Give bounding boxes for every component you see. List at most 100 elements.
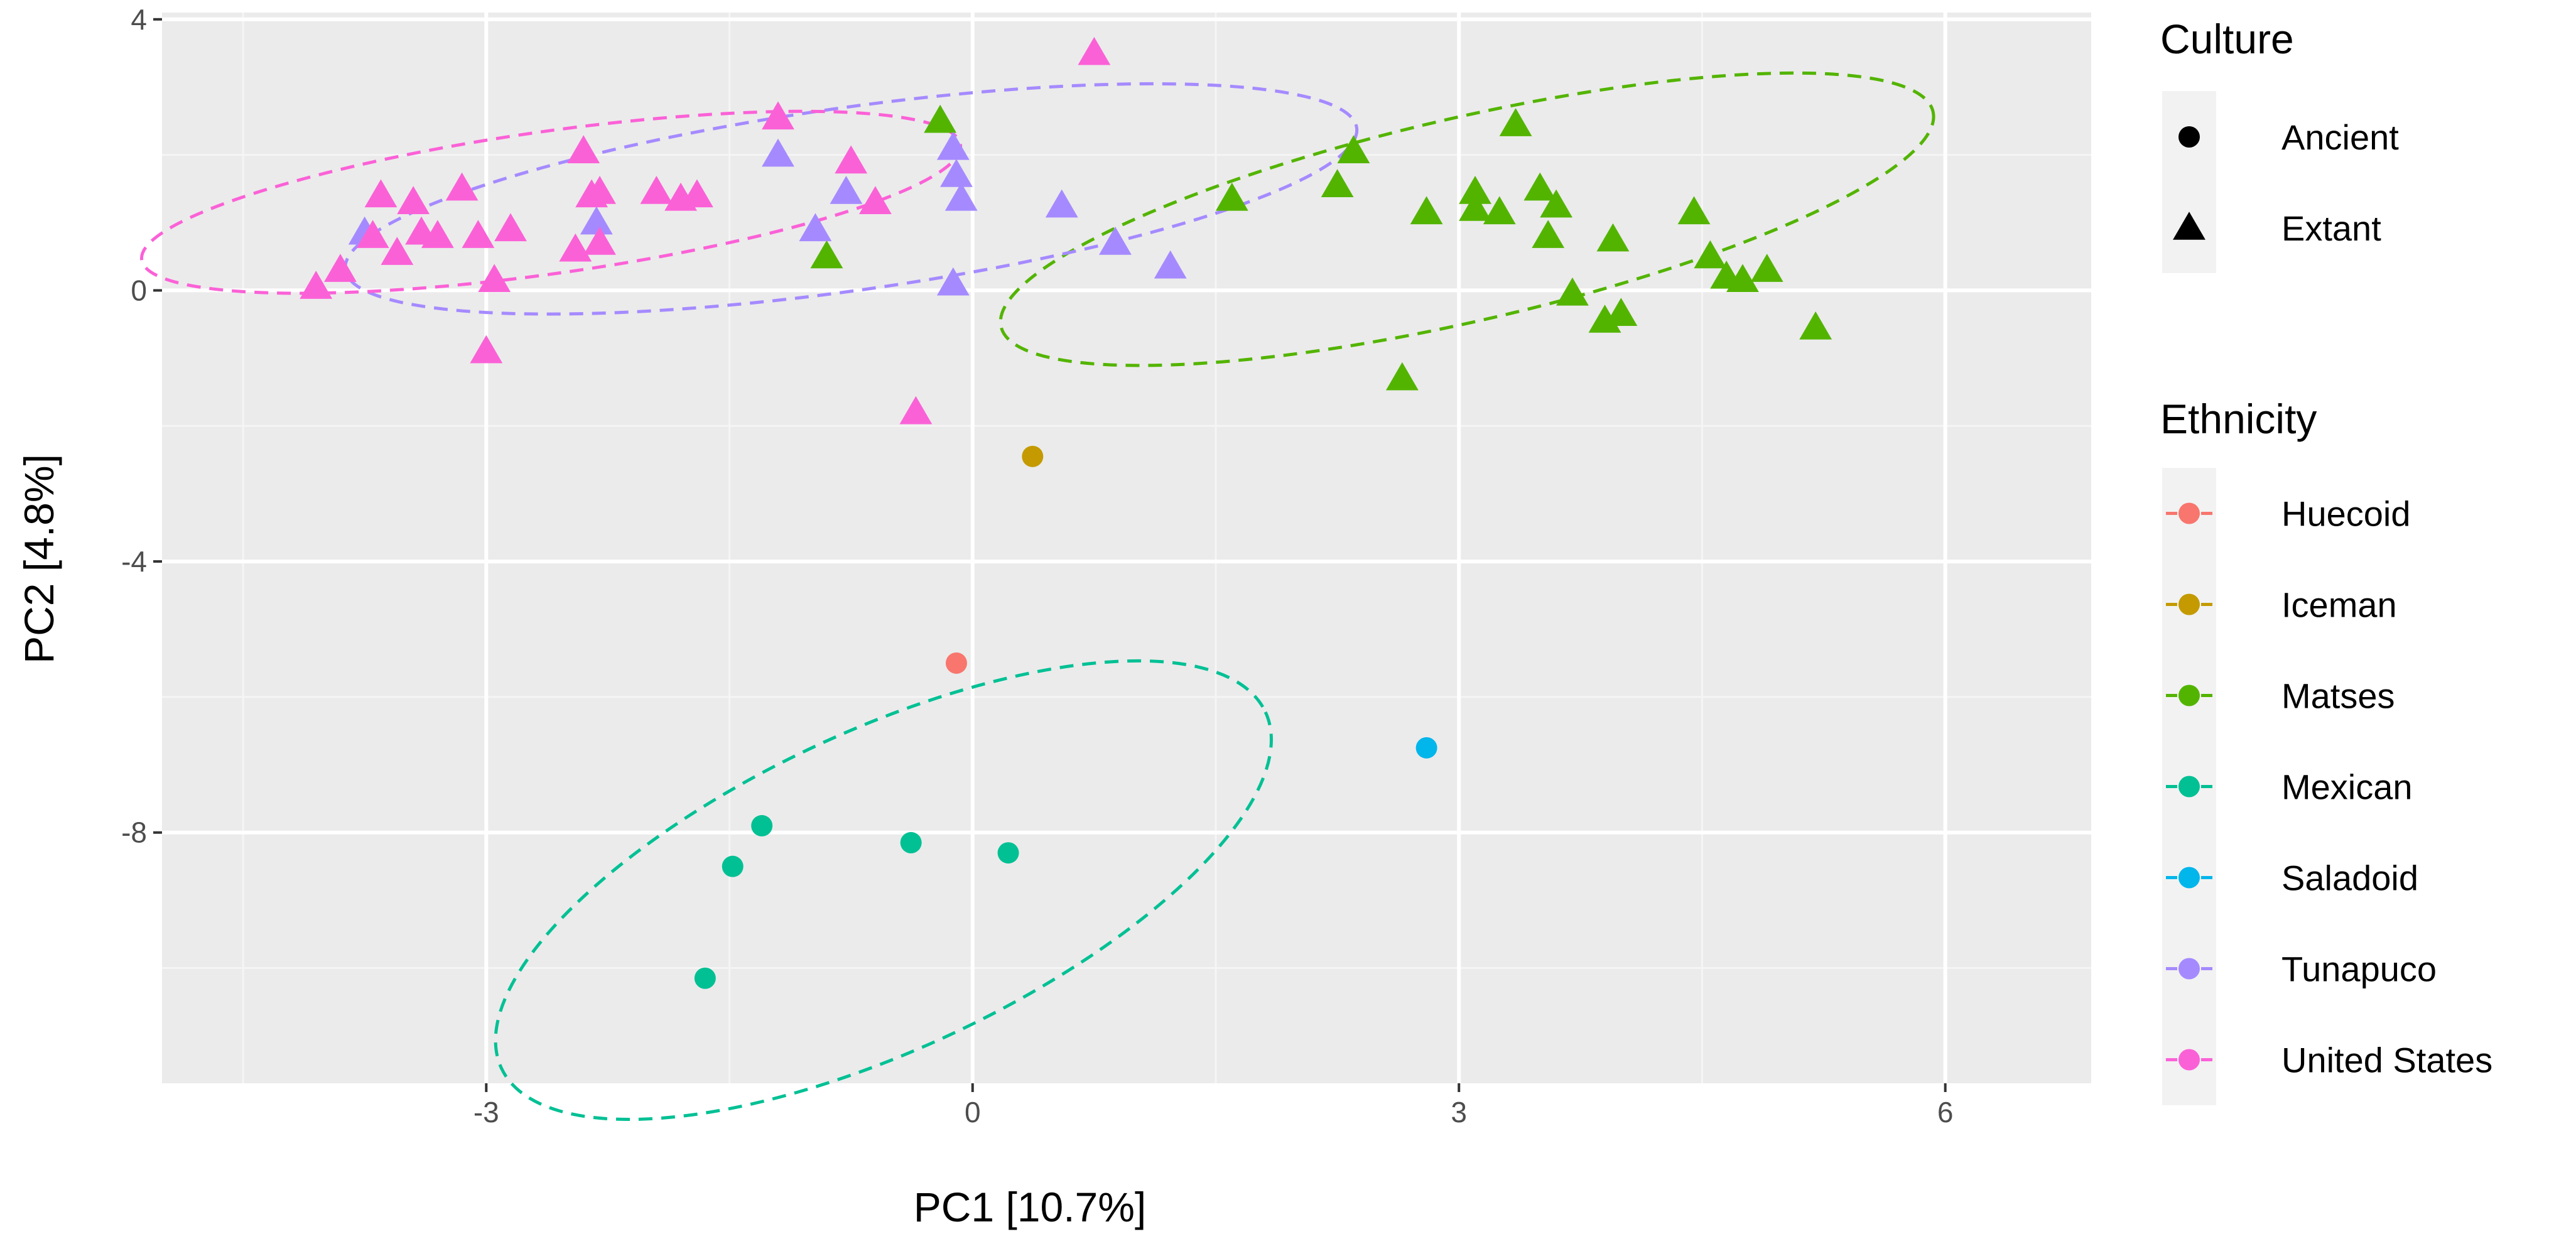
legend-point-icon bbox=[2178, 776, 2200, 798]
y-axis-ticks: -8 -4 0 4 bbox=[121, 3, 162, 849]
point-tunapuco bbox=[940, 159, 973, 187]
legend-ethnicity-label: Iceman bbox=[2281, 585, 2397, 625]
point-matses bbox=[1694, 240, 1727, 269]
point-matses bbox=[1410, 196, 1443, 225]
legend-ethnicity-label: Huecoid bbox=[2281, 494, 2410, 534]
point-united-states bbox=[567, 135, 600, 164]
legend-point-icon bbox=[2178, 958, 2200, 980]
y-tick-label: 0 bbox=[131, 274, 147, 306]
point-tunapuco bbox=[944, 182, 978, 211]
point-mexican bbox=[997, 842, 1019, 864]
point-matses bbox=[1499, 108, 1532, 136]
point-united-states bbox=[680, 179, 713, 208]
point-united-states bbox=[364, 179, 398, 208]
point-tunapuco bbox=[1045, 189, 1078, 218]
point-matses bbox=[1385, 362, 1419, 391]
point-matses bbox=[1483, 196, 1516, 225]
x-axis-title: PC1 [10.7%] bbox=[914, 1184, 1147, 1230]
point-united-states bbox=[324, 254, 357, 282]
y-tick-label: -8 bbox=[121, 816, 147, 849]
point-united-states bbox=[381, 237, 414, 265]
point-united-states bbox=[445, 172, 479, 201]
legend-point-icon bbox=[2178, 593, 2200, 615]
major-gridlines bbox=[162, 13, 2091, 1083]
point-matses bbox=[1677, 196, 1711, 225]
point-matses bbox=[1321, 169, 1354, 197]
legend-culture-title: Culture bbox=[2160, 16, 2294, 62]
x-tick-label: 6 bbox=[1937, 1096, 1954, 1128]
point-matses bbox=[1459, 176, 1491, 204]
point-matses bbox=[1532, 220, 1565, 248]
legend-ethnicity-label: United States bbox=[2281, 1041, 2492, 1080]
point-tunapuco bbox=[936, 131, 970, 160]
point-saladoid bbox=[1415, 737, 1437, 759]
point-huecoid bbox=[945, 652, 967, 674]
legend-triangle-icon bbox=[2173, 212, 2205, 240]
point-tunapuco bbox=[762, 138, 794, 167]
point-tunapuco bbox=[936, 267, 970, 296]
legend-ethnicity-title: Ethnicity bbox=[2160, 396, 2317, 442]
point-matses bbox=[1605, 298, 1638, 327]
point-tunapuco bbox=[830, 176, 863, 204]
point-matses bbox=[1215, 182, 1248, 211]
legend-ethnicity-label: Matses bbox=[2281, 676, 2395, 716]
y-axis-title: PC2 [4.8%] bbox=[16, 454, 62, 664]
y-tick-label: 4 bbox=[131, 3, 147, 36]
point-matses bbox=[1540, 189, 1573, 218]
x-tick-label: 3 bbox=[1451, 1096, 1467, 1128]
point-matses bbox=[1726, 264, 1759, 293]
point-united-states bbox=[397, 186, 430, 214]
legend-culture: Culture Ancient Extant bbox=[2160, 16, 2399, 273]
legend-ethnicity-label: Mexican bbox=[2281, 767, 2413, 807]
point-tunapuco bbox=[580, 206, 613, 235]
point-tunapuco bbox=[799, 213, 832, 242]
point-matses bbox=[810, 240, 843, 269]
point-matses bbox=[1750, 254, 1783, 282]
point-united-states bbox=[356, 220, 389, 248]
y-tick-label: -4 bbox=[121, 545, 147, 578]
point-united-states bbox=[583, 226, 616, 255]
point-mexican bbox=[694, 967, 716, 989]
x-axis-ticks: -3 0 3 6 bbox=[474, 1083, 1954, 1128]
plot-panel bbox=[162, 13, 2091, 1083]
legend-circle-icon bbox=[2178, 126, 2200, 148]
point-united-states bbox=[478, 264, 511, 293]
legend-point-icon bbox=[2178, 867, 2200, 889]
point-mexican bbox=[900, 831, 922, 853]
point-united-states bbox=[300, 271, 333, 299]
point-united-states bbox=[421, 220, 454, 248]
point-united-states bbox=[858, 186, 892, 214]
point-iceman bbox=[1022, 445, 1044, 467]
data-points bbox=[300, 36, 1832, 989]
point-united-states bbox=[762, 101, 794, 130]
x-tick-label: -3 bbox=[474, 1096, 499, 1128]
point-matses bbox=[1337, 135, 1370, 164]
legend-culture-label: Ancient bbox=[2281, 117, 2399, 157]
point-tunapuco bbox=[1154, 250, 1187, 279]
legend-point-icon bbox=[2178, 684, 2200, 706]
point-united-states bbox=[1078, 36, 1111, 65]
point-mexican bbox=[722, 855, 744, 877]
point-united-states bbox=[494, 213, 527, 242]
point-matses bbox=[1596, 223, 1630, 252]
point-matses bbox=[1799, 311, 1832, 340]
point-matses bbox=[1556, 277, 1589, 306]
legend-point-icon bbox=[2178, 502, 2200, 524]
point-matses bbox=[924, 104, 957, 133]
ellipse-matses bbox=[998, 71, 1935, 367]
legend-ethnicity-label: Saladoid bbox=[2281, 858, 2418, 898]
point-tunapuco bbox=[1099, 226, 1132, 255]
x-tick-label: 0 bbox=[965, 1096, 981, 1128]
ellipse-mexican bbox=[494, 659, 1273, 1122]
legend-ethnicity: Ethnicity Huecoid Iceman Matses Mexican Sala… bbox=[2160, 396, 2492, 1105]
legend-ethnicity-label: Tunapuco bbox=[2281, 950, 2437, 989]
legend-point-icon bbox=[2178, 1049, 2200, 1071]
legend-key-background bbox=[2162, 91, 2216, 273]
point-matses bbox=[1523, 172, 1557, 201]
point-united-states bbox=[583, 176, 616, 204]
point-united-states bbox=[835, 145, 868, 174]
point-mexican bbox=[751, 814, 773, 836]
minor-gridlines bbox=[162, 13, 2091, 1083]
legend-culture-label: Extant bbox=[2281, 208, 2381, 248]
